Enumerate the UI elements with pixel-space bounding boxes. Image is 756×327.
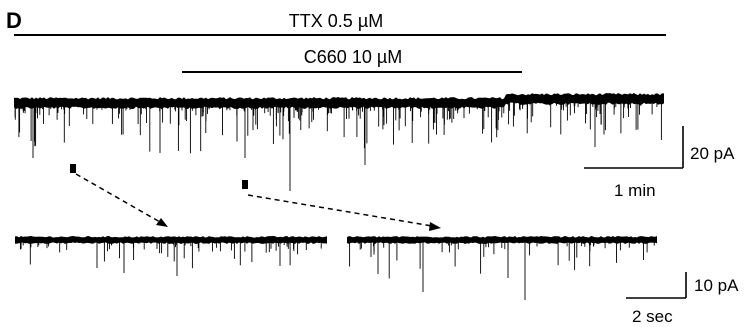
inset-scale-bar: 10 pA 2 sec [626,272,739,326]
ttx-label: TTX 0.5 µM [289,11,383,31]
inset-amplitude-scale-label: 10 pA [694,276,739,295]
zoom-marker-right-box [242,180,248,189]
main-trace-events [14,99,662,191]
inset-c660-events [349,240,655,300]
zoom-arrowhead-right [429,222,441,231]
zoom-arrow-right [247,194,433,227]
inset-trace-c660 [347,236,657,300]
zoom-marker-right [242,180,441,231]
main-amplitude-scale-label: 20 pA [690,144,735,163]
c660-label: C660 10 µM [304,47,402,67]
zoom-arrow-left [75,173,161,223]
zoom-marker-left [70,164,168,227]
main-recording-trace [14,93,664,191]
main-time-scale-label: 1 min [614,181,656,200]
inset-time-scale-label: 2 sec [632,307,673,326]
inset-trace-control [15,236,327,276]
panel-letter: D [6,8,22,33]
zoom-marker-left-box [70,164,76,173]
zoom-arrowhead-left [156,218,168,227]
inset-control-baseline [15,236,327,244]
main-scale-bar: 20 pA 1 min [584,126,735,200]
inset-control-events [19,240,322,276]
